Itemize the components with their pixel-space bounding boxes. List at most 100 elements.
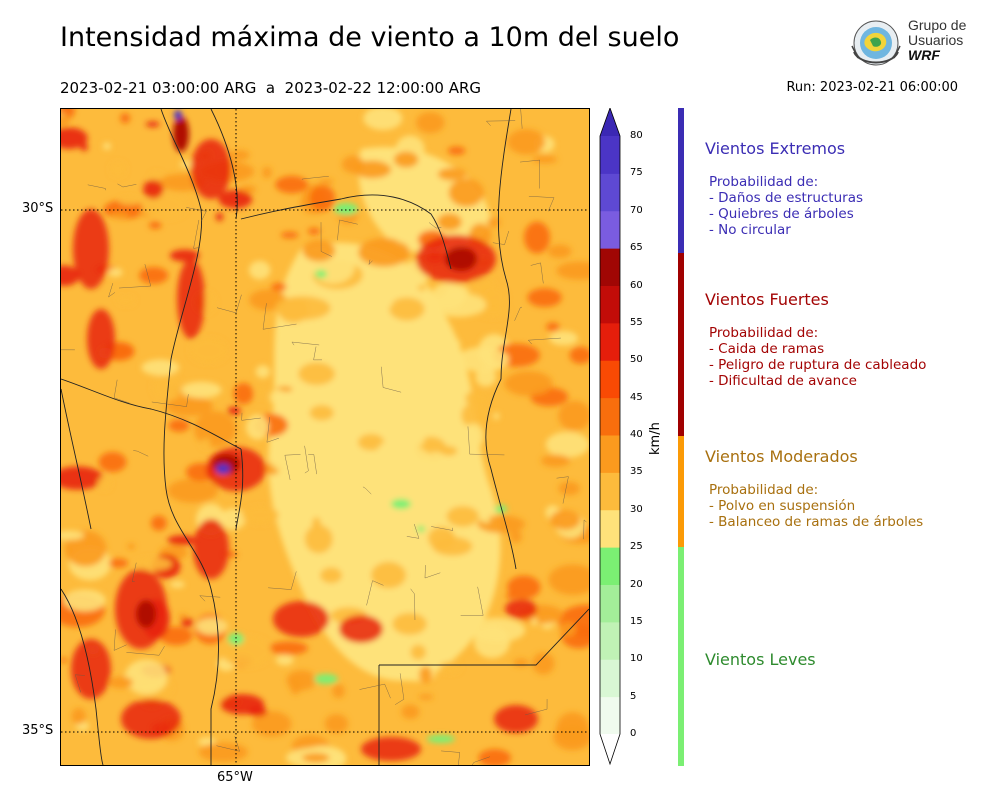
lat-label-35s: 35°S: [22, 723, 54, 738]
logo-line-3: WRF: [908, 47, 940, 63]
colorbar-tick-label: 55: [630, 316, 643, 328]
run-time: Run: 2023-02-21 06:00:00: [786, 80, 958, 95]
colorbar-segment: [600, 547, 620, 585]
desc-line: Probabilidad de:: [709, 325, 819, 341]
desc-line: - Quiebres de árboles: [709, 206, 854, 222]
department-border: [126, 646, 165, 656]
colorbar-tick-label: 60: [630, 279, 643, 291]
department-border: [467, 426, 505, 456]
lon-label-65w: 65°W: [217, 770, 253, 785]
colorbar-max-arrow: [600, 108, 620, 136]
province-border: [60, 378, 242, 450]
department-border: [87, 184, 107, 191]
band-moderados: [678, 436, 684, 547]
department-border: [108, 283, 116, 298]
forecast-period: 2023-02-21 03:00:00 ARG a 2023-02-22 12:…: [60, 79, 482, 97]
department-border: [320, 222, 332, 257]
colorbar-segment: [600, 173, 620, 212]
department-border: [381, 366, 402, 393]
department-border: [117, 183, 137, 188]
colorbar-tick-label: 75: [630, 167, 643, 179]
colorbar-min-arrow: [600, 734, 620, 764]
category-title: Vientos Fuertes: [705, 290, 829, 309]
logo-line-1: Grupo de: [908, 17, 967, 33]
colorbar-tick-label: 70: [630, 204, 643, 216]
department-border: [262, 303, 297, 330]
department-border: [366, 580, 384, 606]
band-leves: [678, 547, 684, 766]
department-border: [583, 519, 587, 540]
department-border: [74, 674, 85, 693]
category-moderados: Vientos Moderados Probabilidad de: - Pol…: [705, 447, 923, 530]
department-border: [308, 454, 317, 475]
colorbar-tick-label: 15: [630, 615, 643, 627]
desc-line: Probabilidad de:: [709, 482, 819, 498]
colorbar-segment: [600, 621, 620, 660]
department-border: [359, 683, 391, 699]
desc-line: - Polvo en suspensión: [709, 498, 856, 514]
department-border: [199, 595, 221, 602]
province-border: [485, 108, 517, 570]
department-border: [524, 699, 548, 716]
department-border: [460, 586, 484, 616]
colorbar-tick-label: 0: [630, 728, 637, 739]
department-border: [193, 219, 200, 249]
province-border: [240, 194, 452, 270]
desc-line: - Dificultad de avance: [709, 373, 857, 389]
department-border: [424, 565, 441, 579]
colorbar-unit: km/h: [648, 422, 663, 455]
category-description: Probabilidad de: - Polvo en suspensión -…: [705, 482, 923, 530]
colorbar-segment: [600, 360, 620, 399]
province-border: [60, 388, 92, 530]
department-border: [301, 176, 329, 180]
department-border: [528, 196, 555, 212]
department-border: [527, 337, 561, 345]
department-border: [118, 264, 152, 289]
colorbar-segment: [600, 435, 620, 473]
colorbar-segment: [600, 397, 620, 436]
desc-line: - Caida de ramas: [709, 341, 825, 357]
department-border: [313, 346, 323, 361]
province-border: [378, 608, 590, 765]
category-title: Vientos Moderados: [705, 447, 858, 466]
department-border: [520, 106, 523, 129]
colorbar-segment: [600, 322, 620, 361]
wind-map: [42, 101, 616, 778]
department-border: [485, 120, 516, 126]
province-border: [60, 588, 104, 766]
colorbar-tick-label: 65: [630, 242, 643, 254]
category-title: Vientos Extremos: [705, 139, 846, 158]
colorbar-tick-label: 20: [630, 578, 643, 590]
globe-logo-icon: [851, 20, 901, 66]
category-description: Probabilidad de: - Daños de estructuras …: [705, 174, 863, 238]
department-border: [556, 476, 569, 504]
wind-intensity-field: [42, 101, 616, 778]
colorbar-segment: [600, 136, 620, 174]
department-border: [428, 222, 442, 229]
department-border: [216, 294, 242, 314]
band-extremos: [678, 108, 684, 253]
colorbar-tick-label: 50: [630, 354, 643, 366]
grupo-usuarios-wrf-logo: Grupo de Usuarios WRF: [848, 16, 968, 72]
department-border: [337, 219, 358, 241]
lat-label-30s: 30°S: [22, 201, 54, 216]
department-border: [395, 673, 405, 705]
department-border: [492, 230, 509, 245]
colorbar-tick-label: 40: [630, 429, 643, 440]
department-border: [291, 341, 320, 346]
department-border: [520, 159, 540, 189]
department-border: [131, 562, 137, 582]
desc-line: - Peligro de ruptura de cableado: [709, 357, 927, 373]
colorbar-tick-label: 45: [630, 391, 643, 403]
colorbar-segment: [600, 584, 620, 623]
department-border: [113, 629, 127, 651]
department-border: [133, 450, 149, 457]
province-border: [235, 448, 244, 530]
colorbar-segment: [600, 285, 620, 324]
department-border: [284, 454, 301, 481]
department-border: [268, 571, 297, 590]
category-leves: Vientos Leves: [705, 650, 816, 669]
colorbar-tick-label: 10: [630, 653, 643, 665]
colorbar-segment: [600, 210, 620, 249]
department-border: [241, 412, 261, 421]
